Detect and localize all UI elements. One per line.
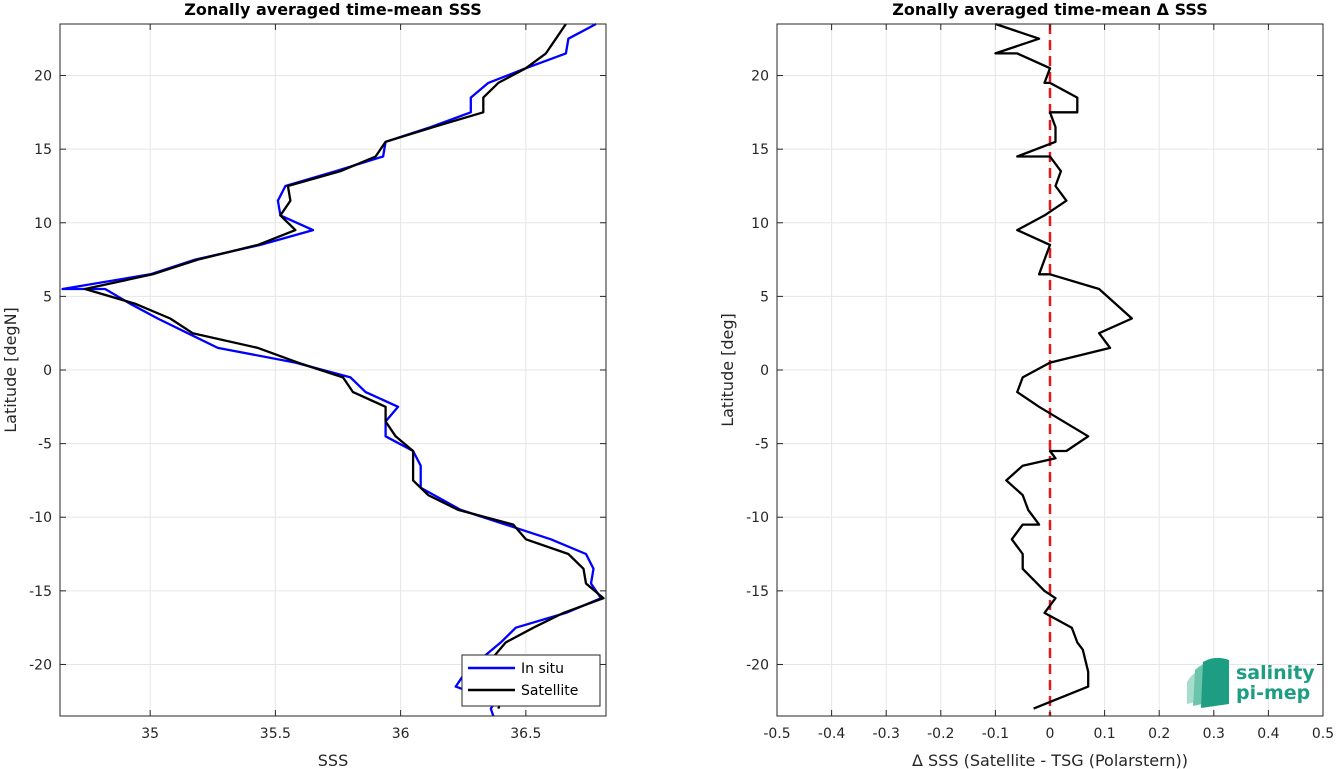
y-tick-label: 5 [43, 289, 52, 305]
legend-label-in-situ: In situ [521, 661, 564, 677]
y-tick-label: -5 [755, 437, 769, 453]
logo-wave-icon [1187, 657, 1229, 708]
series-line-delta [994, 22, 1134, 710]
y-tick-label: -5 [38, 437, 52, 453]
x-tick-label: -0.1 [982, 726, 1009, 742]
y-tick-label: 20 [34, 69, 52, 85]
left-x-axis-label: SSS [318, 751, 348, 769]
y-tick-label: 15 [34, 142, 52, 158]
y-tick-label: 10 [34, 216, 52, 232]
x-tick-label: 0.2 [1148, 726, 1170, 742]
x-tick-label: 0.3 [1203, 726, 1225, 742]
x-tick-label: 0.4 [1257, 726, 1279, 742]
y-tick-label: -15 [746, 584, 769, 600]
right-series-group [994, 22, 1134, 716]
legend-label-satellite: Satellite [521, 683, 578, 699]
right-y-axis-label: Latitude [deg] [718, 313, 737, 427]
logo-line-2: pi-mep [1236, 682, 1310, 704]
x-tick-label: 0.1 [1093, 726, 1115, 742]
logo-line-1: salinity [1236, 662, 1315, 684]
legend: In situ Satellite [461, 654, 601, 707]
y-tick-label: 15 [751, 142, 769, 158]
x-tick-label: -0.4 [818, 726, 845, 742]
right-chart: -0.5 -0.4 -0.3 -0.2 -0.1 0 0.1 0.2 0.3 0.4 0.5 -20 -… [718, 0, 1334, 769]
x-tick-label: 36 [392, 726, 410, 742]
y-tick-label: -10 [29, 510, 52, 526]
y-tick-label: 5 [760, 289, 769, 305]
y-tick-label: -15 [29, 584, 52, 600]
x-tick-label: 36.5 [510, 726, 541, 742]
x-tick-label: 35 [141, 726, 159, 742]
left-chart-title: Zonally averaged time-mean SSS [184, 0, 482, 19]
x-tick-label: -0.2 [927, 726, 954, 742]
y-tick-label: 20 [751, 69, 769, 85]
left-ticks: 35 35.5 36 36.5 -20 -15 -10 -5 0 5 10 15 20 [29, 24, 606, 742]
left-series-group [61, 22, 605, 717]
left-grid [60, 24, 606, 716]
salinity-pi-mep-logo: salinity pi-mep [1187, 657, 1315, 708]
x-tick-label: 35.5 [260, 726, 291, 742]
right-chart-title: Zonally averaged time-mean Δ SSS [892, 0, 1208, 19]
legend-box [461, 654, 601, 707]
x-tick-label: 0.5 [1312, 726, 1334, 742]
right-ticks: -0.5 -0.4 -0.3 -0.2 -0.1 0 0.1 0.2 0.3 0.4 0.5 -20 -… [746, 24, 1334, 742]
left-chart: 35 35.5 36 36.5 -20 -15 -10 -5 0 5 10 15 20 Zonally … [1, 0, 607, 769]
y-tick-label: -20 [29, 657, 52, 673]
x-tick-label: 0 [1046, 726, 1055, 742]
x-tick-label: -0.3 [873, 726, 900, 742]
left-y-axis-label: Latitude [degN] [1, 307, 20, 433]
x-tick-label: -0.5 [763, 726, 790, 742]
series-line-satellite [83, 23, 605, 709]
right-x-axis-label: Δ SSS (Satellite - TSG (Polarstern)) [912, 751, 1188, 769]
y-tick-label: 0 [43, 363, 52, 379]
y-tick-label: -20 [746, 657, 769, 673]
y-tick-label: 0 [760, 363, 769, 379]
y-tick-label: 10 [751, 216, 769, 232]
y-tick-label: -10 [746, 510, 769, 526]
